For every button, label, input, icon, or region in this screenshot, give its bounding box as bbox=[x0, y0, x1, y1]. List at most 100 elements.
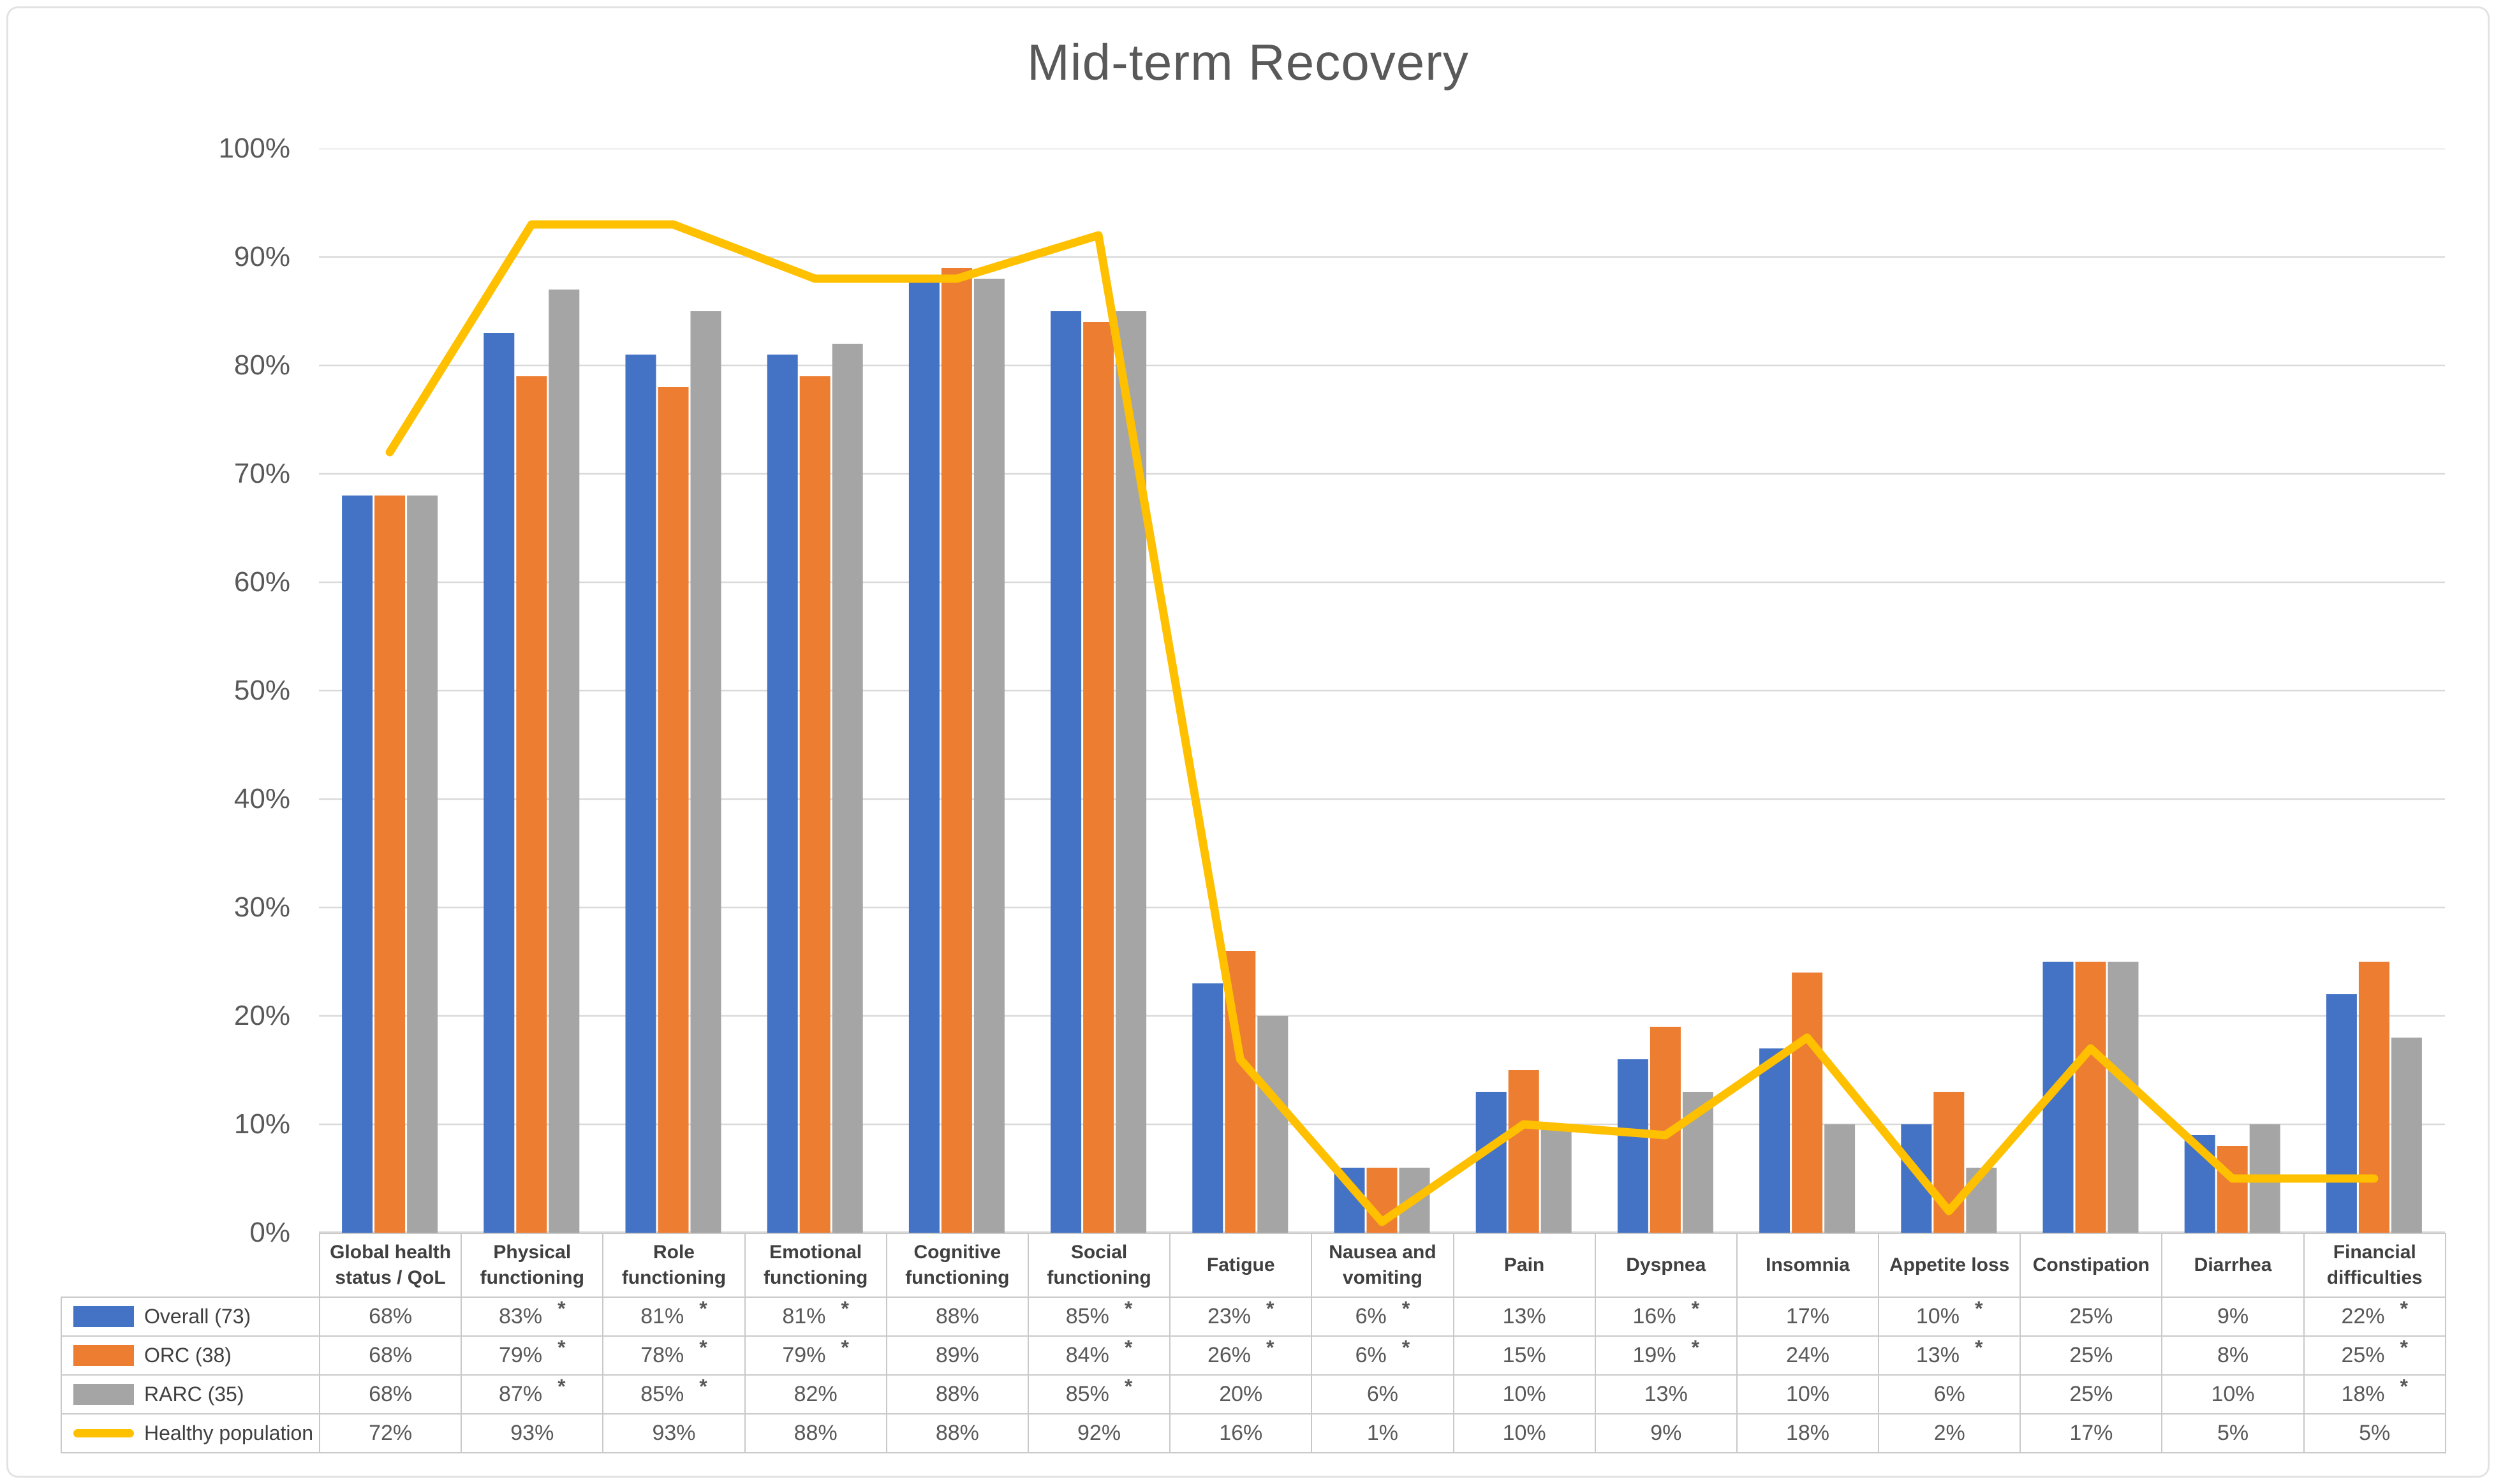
significance-marker: * bbox=[1691, 1336, 1700, 1359]
y-axis-tick-label: 80% bbox=[233, 349, 290, 381]
value-cell: 93% bbox=[461, 1413, 604, 1453]
value-cell: 81% * bbox=[602, 1297, 746, 1337]
significance-marker: * bbox=[2400, 1336, 2408, 1359]
bar bbox=[767, 355, 798, 1233]
table-row: RARC (35) 68% 87% * 85% * 82% 88% 85% * 20% 6% 10% 13… bbox=[61, 1374, 2446, 1414]
value-cell: 18% * bbox=[2303, 1374, 2446, 1414]
bar bbox=[941, 268, 972, 1233]
value-cell: 25% bbox=[2020, 1297, 2163, 1337]
value-cell: 85% * bbox=[1027, 1374, 1171, 1414]
significance-marker: * bbox=[699, 1336, 707, 1359]
value-cell: 9% bbox=[2161, 1297, 2305, 1337]
legend-swatch-line bbox=[73, 1429, 134, 1437]
value-cell: 18% bbox=[1736, 1413, 1880, 1453]
legend-label: ORC (38) bbox=[144, 1344, 232, 1367]
value-cell: 92% bbox=[1027, 1413, 1171, 1453]
legend-label: Overall (73) bbox=[144, 1305, 251, 1328]
value-cell: 85% * bbox=[602, 1374, 746, 1414]
significance-marker: * bbox=[841, 1336, 849, 1359]
value-cell: 23% * bbox=[1169, 1297, 1313, 1337]
legend-cell: ORC (38) bbox=[61, 1335, 320, 1376]
value-cell: 25% * bbox=[2303, 1335, 2446, 1376]
bar bbox=[1759, 1048, 1791, 1233]
bar bbox=[1083, 322, 1114, 1233]
healthy-population-line bbox=[385, 220, 2379, 1226]
y-axis-tick-label: 60% bbox=[233, 566, 290, 598]
table-row: Overall (73) 68% 83% * 81% * 81% * 88% 85% * 23% * 6%… bbox=[61, 1297, 2446, 1337]
table-row: Healthy population 72% 93% 93% 88% 88% 92% 16% 1… bbox=[61, 1413, 2446, 1453]
significance-marker: * bbox=[1401, 1297, 1410, 1320]
value-cell: 84% * bbox=[1027, 1335, 1171, 1376]
bar bbox=[2391, 1038, 2422, 1233]
legend-cell: Healthy population bbox=[61, 1413, 320, 1453]
value-cell: 68% bbox=[318, 1335, 462, 1376]
significance-marker: * bbox=[1974, 1336, 1983, 1359]
value-cell: 89% bbox=[885, 1335, 1029, 1376]
value-cell: 93% bbox=[602, 1413, 746, 1453]
value-cell: 81% * bbox=[744, 1297, 887, 1337]
bar bbox=[374, 496, 406, 1233]
value-cell: 13% bbox=[1594, 1374, 1738, 1414]
value-cell: 85% * bbox=[1027, 1297, 1171, 1337]
significance-marker: * bbox=[1124, 1297, 1133, 1320]
significance-marker: * bbox=[2400, 1297, 2408, 1320]
value-cell: 17% bbox=[2020, 1413, 2163, 1453]
bar bbox=[1824, 1124, 1856, 1233]
significance-marker: * bbox=[1974, 1297, 1983, 1320]
bar bbox=[2326, 994, 2357, 1233]
bar bbox=[342, 496, 373, 1233]
bar bbox=[908, 279, 940, 1233]
value-cell: 13% * bbox=[1878, 1335, 2021, 1376]
category-header-cell: Emotional functioning bbox=[744, 1233, 887, 1298]
y-axis-tick-label: 40% bbox=[233, 783, 290, 814]
significance-marker: * bbox=[1266, 1297, 1274, 1320]
bar bbox=[2358, 962, 2389, 1233]
legend-swatch-bar bbox=[73, 1384, 134, 1405]
category-header-cell: Pain bbox=[1452, 1233, 1596, 1298]
category-header-cell: Role functioning bbox=[602, 1233, 746, 1298]
category-header-cell: Appetite loss bbox=[1878, 1233, 2021, 1298]
bar bbox=[1475, 1092, 1507, 1233]
value-cell: 16% * bbox=[1594, 1297, 1738, 1337]
bar bbox=[625, 355, 656, 1233]
bar bbox=[1792, 973, 1823, 1233]
value-cell: 25% bbox=[2020, 1374, 2163, 1414]
value-cell: 5% bbox=[2161, 1413, 2305, 1453]
value-cell: 79% * bbox=[461, 1335, 604, 1376]
category-header-cell: Nausea and vomiting bbox=[1311, 1233, 1454, 1298]
significance-marker: * bbox=[558, 1297, 566, 1320]
significance-marker: * bbox=[1266, 1336, 1274, 1359]
value-cell: 20% bbox=[1169, 1374, 1313, 1414]
data-table-wrap: Global health status / QoL Physical funct… bbox=[61, 1233, 2446, 1453]
value-cell: 6% bbox=[1878, 1374, 2021, 1414]
category-header-cell: Social functioning bbox=[1027, 1233, 1171, 1298]
bar bbox=[549, 290, 580, 1233]
category-header-cell: Dyspnea bbox=[1594, 1233, 1738, 1298]
significance-marker: * bbox=[558, 1336, 566, 1359]
significance-marker: * bbox=[1124, 1336, 1133, 1359]
value-cell: 9% bbox=[1594, 1413, 1738, 1453]
value-cell: 83% * bbox=[461, 1297, 604, 1337]
bar bbox=[516, 376, 547, 1233]
value-cell: 16% bbox=[1169, 1413, 1313, 1453]
bar bbox=[1617, 1059, 1648, 1233]
category-header-cell: Global health status / QoL bbox=[318, 1233, 462, 1298]
value-cell: 15% bbox=[1452, 1335, 1596, 1376]
y-axis-tick-label: 20% bbox=[233, 1000, 290, 1031]
bar bbox=[1508, 1070, 1539, 1233]
bar bbox=[1051, 311, 1082, 1233]
value-cell: 25% bbox=[2020, 1335, 2163, 1376]
significance-marker: * bbox=[558, 1375, 566, 1398]
value-cell: 72% bbox=[318, 1413, 462, 1453]
value-cell: 6% * bbox=[1311, 1297, 1454, 1337]
value-cell: 13% bbox=[1452, 1297, 1596, 1337]
bar bbox=[1257, 1016, 1289, 1233]
value-cell: 6% bbox=[1311, 1374, 1454, 1414]
category-header-cell: Diarrhea bbox=[2161, 1233, 2305, 1298]
legend-label: RARC (35) bbox=[144, 1383, 244, 1406]
recovery-chart-svg bbox=[319, 149, 2445, 1233]
value-cell: 82% bbox=[744, 1374, 887, 1414]
chart-title: Mid-term Recovery bbox=[1027, 34, 1469, 91]
value-cell: 6% * bbox=[1311, 1335, 1454, 1376]
value-cell: 68% bbox=[318, 1374, 462, 1414]
